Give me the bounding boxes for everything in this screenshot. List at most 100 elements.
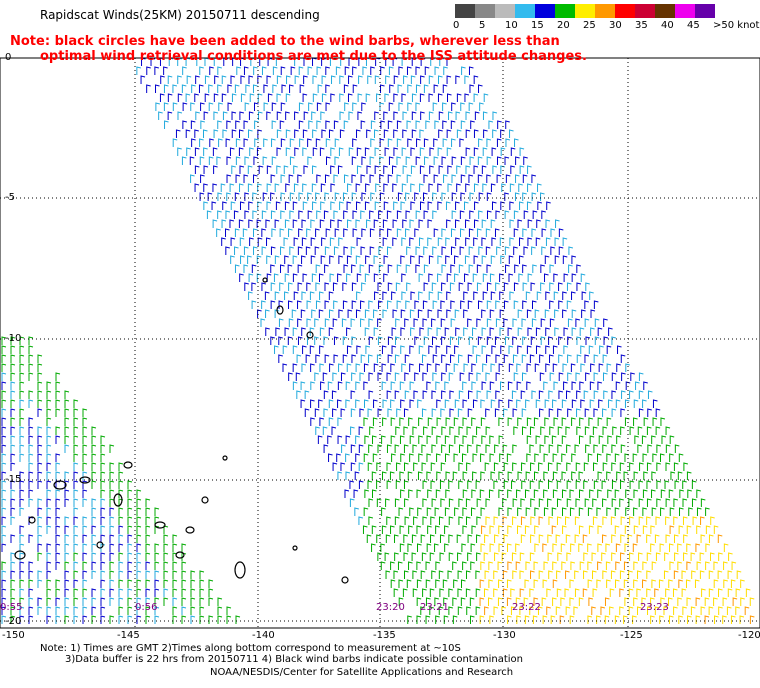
wind-barb — [230, 237, 236, 246]
wind-barb — [468, 264, 474, 273]
wind-barb — [526, 309, 532, 318]
wind-barb — [512, 462, 517, 471]
wind-barb — [687, 615, 692, 624]
wind-barb — [382, 309, 388, 318]
wind-barb — [294, 111, 299, 120]
wind-barb — [289, 210, 295, 219]
wind-barb — [46, 426, 52, 435]
wind-barb — [629, 462, 634, 471]
wind-barb — [499, 237, 505, 246]
wind-barb — [423, 246, 428, 255]
wind-barb — [418, 291, 423, 300]
wind-barb — [576, 264, 581, 273]
wind-barb — [19, 579, 25, 588]
wind-barb — [345, 399, 350, 408]
wind-barb — [705, 561, 710, 570]
wind-barb — [682, 498, 688, 507]
wind-barb — [46, 516, 52, 525]
wind-barb — [400, 309, 406, 318]
wind-barb — [575, 372, 581, 381]
wind-barb — [345, 435, 351, 444]
wind-barb — [208, 102, 214, 111]
wind-barb — [91, 525, 97, 534]
wind-barb — [536, 291, 542, 300]
wind-barb — [37, 453, 43, 462]
wind-barb — [145, 534, 151, 543]
wind-barb — [266, 183, 272, 192]
wind-barb — [282, 363, 288, 372]
wind-barb — [82, 561, 88, 570]
wind-barb — [476, 282, 482, 291]
y-tick-minus15: -15 — [5, 474, 22, 485]
wind-barb — [571, 381, 577, 390]
wind-barb — [408, 489, 413, 498]
wind-barb — [28, 561, 34, 570]
wind-barb — [596, 579, 602, 588]
wind-barb — [1, 435, 7, 444]
wind-barb — [354, 471, 360, 480]
wind-barb — [177, 93, 183, 102]
wind-barb — [64, 390, 70, 399]
wind-barb — [597, 327, 603, 336]
wind-barb — [317, 84, 323, 93]
wind-barb — [73, 561, 79, 570]
wind-barb — [257, 93, 263, 102]
wind-barb — [136, 579, 142, 588]
wind-barb — [392, 237, 397, 246]
wind-barb — [73, 606, 79, 615]
wind-barb — [10, 534, 16, 543]
wind-barb — [181, 615, 187, 624]
wind-barb — [606, 507, 611, 516]
wind-barb — [1, 426, 7, 435]
wind-barb — [189, 156, 195, 165]
wind-barb — [517, 345, 522, 354]
wind-barb — [446, 345, 451, 354]
wind-barb — [145, 561, 151, 570]
wind-barb — [531, 390, 537, 399]
wind-barb — [475, 606, 481, 615]
wind-barb — [501, 183, 506, 192]
x-tick-130w: -130 — [493, 630, 516, 641]
wind-barb — [231, 93, 237, 102]
wind-barb — [414, 228, 419, 237]
wind-barb — [181, 597, 187, 606]
wind-barb — [650, 543, 655, 552]
wind-barb — [360, 354, 366, 363]
wind-barb — [482, 291, 488, 300]
wind-barb — [417, 399, 422, 408]
wind-barb — [319, 345, 324, 354]
wind-barb — [343, 174, 349, 183]
wind-barb — [163, 543, 169, 552]
wind-barb — [19, 489, 25, 498]
wind-barb — [346, 345, 352, 354]
wind-barb — [218, 102, 223, 111]
wind-barb — [745, 588, 751, 597]
wind-barb — [516, 489, 521, 498]
wind-barb — [717, 534, 723, 543]
wind-barb — [615, 579, 620, 588]
wind-barb — [596, 507, 602, 516]
wind-barb — [556, 462, 562, 471]
wind-barb — [284, 201, 290, 210]
wind-barb — [1, 471, 7, 480]
wind-barb — [217, 597, 223, 606]
wind-barb — [190, 606, 196, 615]
wind-barb — [465, 237, 470, 246]
wind-barb — [329, 255, 334, 264]
legend-label: 45 — [687, 20, 700, 31]
note-line-1: Note: black circles have been added to t… — [10, 34, 560, 49]
wind-barb — [713, 597, 718, 606]
wind-barb — [554, 237, 560, 246]
wind-barb — [479, 489, 485, 498]
wind-barb — [614, 453, 620, 462]
wind-barb — [420, 111, 425, 120]
wind-barb — [545, 219, 551, 228]
wind-barb — [172, 615, 178, 624]
wind-barb — [476, 426, 481, 435]
wind-barb — [485, 444, 491, 453]
wind-barb — [407, 138, 412, 147]
wind-barb — [490, 255, 496, 264]
wind-barb — [414, 372, 419, 381]
wind-barb — [379, 138, 385, 147]
wind-barb — [244, 156, 250, 165]
